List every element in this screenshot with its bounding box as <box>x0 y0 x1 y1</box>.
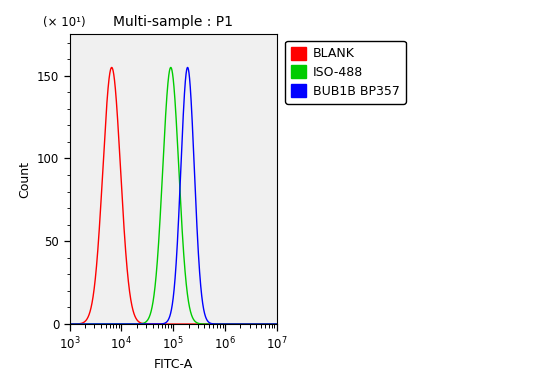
Text: (× 10¹): (× 10¹) <box>43 15 85 29</box>
Legend: BLANK, ISO-488, BUB1B BP357: BLANK, ISO-488, BUB1B BP357 <box>285 41 405 104</box>
X-axis label: FITC-A: FITC-A <box>153 358 193 371</box>
Y-axis label: Count: Count <box>18 161 31 198</box>
Title: Multi-sample : P1: Multi-sample : P1 <box>113 15 233 29</box>
